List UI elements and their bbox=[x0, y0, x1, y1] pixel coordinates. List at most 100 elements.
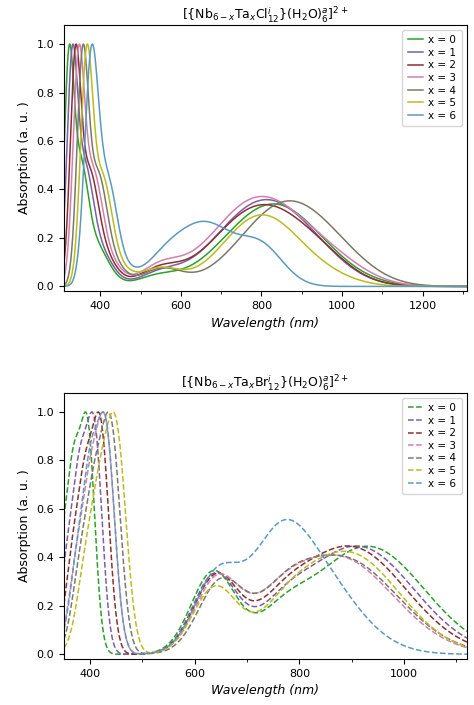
Line: x = 3: x = 3 bbox=[61, 412, 472, 654]
x = 3 bbox=[100, 407, 106, 416]
x = 5 bbox=[304, 242, 310, 250]
x = 5 bbox=[396, 589, 402, 597]
x = 5 bbox=[468, 282, 474, 290]
x = 0 bbox=[396, 558, 402, 566]
x = 1 bbox=[468, 282, 474, 290]
x = 6 bbox=[304, 277, 310, 286]
x = 1 bbox=[89, 407, 95, 416]
x = 5 bbox=[305, 561, 311, 570]
x = 2 bbox=[214, 231, 220, 240]
x = 2 bbox=[325, 241, 330, 250]
x = 2 bbox=[58, 617, 64, 625]
x = 5 bbox=[58, 646, 64, 655]
x = 6 bbox=[468, 282, 474, 290]
x = 3 bbox=[365, 567, 371, 575]
x = 3 bbox=[396, 598, 402, 606]
x = 6 bbox=[364, 282, 370, 290]
x = 4 bbox=[105, 407, 111, 416]
x = 1 bbox=[70, 40, 76, 49]
Line: x = 2: x = 2 bbox=[61, 412, 472, 654]
x = 1 bbox=[325, 241, 330, 250]
x = 5 bbox=[84, 40, 90, 49]
x = 2 bbox=[469, 640, 474, 649]
x = 3 bbox=[57, 281, 63, 289]
Line: x = 1: x = 1 bbox=[60, 44, 471, 286]
x = 4 bbox=[325, 218, 330, 226]
x = 6 bbox=[100, 407, 106, 416]
Y-axis label: Absorption (a. u. ): Absorption (a. u. ) bbox=[18, 470, 31, 582]
x = 3 bbox=[214, 223, 220, 232]
x = 0 bbox=[216, 568, 221, 576]
x = 1 bbox=[216, 569, 221, 577]
x = 4 bbox=[326, 551, 331, 559]
x = 4 bbox=[469, 644, 474, 652]
x = 1 bbox=[395, 281, 401, 289]
x = 4 bbox=[468, 282, 474, 290]
Line: x = 0: x = 0 bbox=[60, 44, 471, 286]
x = 3 bbox=[325, 236, 330, 245]
Line: x = 5: x = 5 bbox=[61, 412, 472, 653]
x = 6 bbox=[305, 530, 310, 539]
x = 5 bbox=[149, 649, 155, 657]
x = 2 bbox=[395, 281, 401, 289]
x = 6 bbox=[58, 634, 64, 643]
x = 0 bbox=[305, 575, 311, 583]
x = 6 bbox=[395, 282, 401, 290]
x = 5 bbox=[395, 281, 401, 290]
x = 6 bbox=[396, 639, 402, 648]
Legend: x = 0, x = 1, x = 2, x = 3, x = 4, x = 5, x = 6: x = 0, x = 1, x = 2, x = 3, x = 4, x = 5… bbox=[402, 398, 462, 493]
x = 2 bbox=[468, 282, 474, 290]
x = 0 bbox=[365, 542, 371, 551]
x = 5 bbox=[216, 582, 221, 590]
x = 2 bbox=[95, 407, 101, 416]
x = 5 bbox=[133, 620, 139, 629]
x = 2 bbox=[132, 650, 138, 658]
x = 2 bbox=[305, 557, 311, 565]
x = 4 bbox=[216, 575, 221, 584]
x = 0 bbox=[132, 276, 137, 284]
x = 3 bbox=[364, 266, 370, 274]
x = 0 bbox=[214, 240, 220, 249]
x = 6 bbox=[57, 282, 63, 290]
Line: x = 4: x = 4 bbox=[61, 412, 472, 654]
x = 0 bbox=[57, 240, 63, 248]
x = 5 bbox=[364, 278, 370, 286]
x = 1 bbox=[365, 544, 371, 553]
x = 5 bbox=[214, 245, 220, 254]
x = 4 bbox=[58, 641, 64, 649]
x = 4 bbox=[304, 202, 310, 210]
x = 1 bbox=[214, 231, 220, 239]
x = 6 bbox=[365, 615, 371, 623]
x = 5 bbox=[326, 550, 331, 558]
x = 0 bbox=[364, 269, 370, 278]
x = 6 bbox=[325, 282, 330, 290]
x = 5 bbox=[469, 644, 474, 653]
x = 6 bbox=[90, 40, 95, 49]
x = 2 bbox=[364, 271, 370, 280]
x = 5 bbox=[325, 259, 330, 268]
x = 3 bbox=[469, 644, 474, 653]
x = 4 bbox=[396, 594, 402, 602]
x = 6 bbox=[469, 650, 474, 658]
X-axis label: Wavelength (nm): Wavelength (nm) bbox=[211, 317, 319, 329]
x = 3 bbox=[133, 649, 139, 658]
x = 1 bbox=[133, 650, 139, 658]
x = 1 bbox=[126, 650, 132, 658]
x = 2 bbox=[365, 548, 371, 556]
x = 6 bbox=[214, 221, 220, 229]
x = 1 bbox=[305, 564, 311, 572]
x = 4 bbox=[395, 276, 401, 284]
x = 4 bbox=[214, 257, 220, 266]
x = 1 bbox=[326, 551, 331, 560]
x = 3 bbox=[326, 551, 331, 559]
X-axis label: Wavelength (nm): Wavelength (nm) bbox=[211, 685, 319, 697]
x = 0 bbox=[58, 532, 64, 541]
x = 1 bbox=[132, 274, 137, 283]
Line: x = 3: x = 3 bbox=[60, 44, 471, 286]
Line: x = 0: x = 0 bbox=[61, 412, 472, 654]
Line: x = 1: x = 1 bbox=[61, 412, 472, 654]
x = 0 bbox=[468, 282, 474, 290]
x = 2 bbox=[57, 278, 63, 286]
x = 0 bbox=[133, 650, 139, 658]
x = 3 bbox=[58, 633, 64, 642]
